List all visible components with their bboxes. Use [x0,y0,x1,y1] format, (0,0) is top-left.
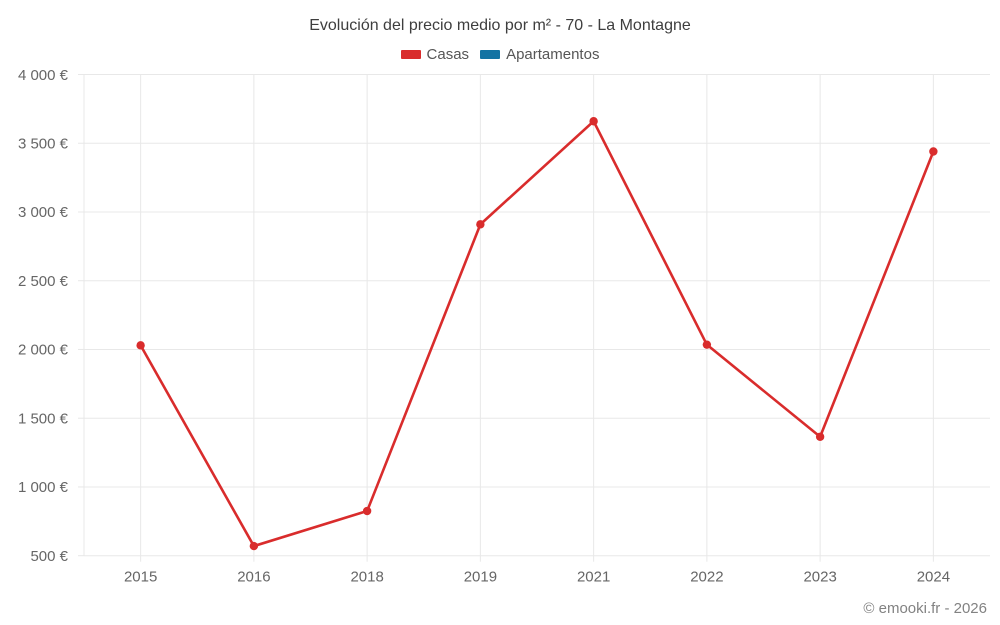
x-tick-label: 2021 [577,569,610,586]
data-point[interactable] [702,340,712,349]
x-tick-label: 2016 [237,569,270,586]
y-tick-label: 1 500 € [18,410,69,427]
data-point[interactable] [929,147,938,156]
x-tick-label: 2019 [464,569,497,586]
data-point[interactable] [362,506,372,516]
y-tick-label: 3 000 € [18,204,69,221]
y-tick-label: 500 € [30,548,68,565]
data-point[interactable] [476,220,485,229]
y-tick-label: 4 000 € [18,67,69,84]
data-point[interactable] [249,541,259,551]
legend-label-casas: Casas [426,46,470,63]
series-line-casas [139,119,935,548]
chart-title: Evolución del precio medio por m² - 70 -… [309,17,691,34]
footer-credit: © emooki.fr - 2026 [863,600,987,617]
legend-label-apartamentos: Apartamentos [506,46,600,63]
legend-item-apartamentos[interactable]: Apartamentos [480,46,599,63]
y-tick-label: 1 000 € [18,479,69,496]
legend: Casas Apartamentos [0,46,1000,63]
x-tick-label: 2022 [690,569,723,586]
apartamentos-swatch-icon [480,50,501,59]
x-tick-label: 2015 [124,569,157,586]
legend-item-casas[interactable]: Casas [400,46,470,63]
y-tick-label: 2 500 € [18,273,69,290]
data-point[interactable] [136,341,145,350]
casas-swatch-icon [400,50,421,59]
data-point[interactable] [815,432,825,441]
y-tick-label: 2 000 € [18,342,69,359]
x-tick-label: 2023 [803,569,836,586]
y-tick-label: 3 500 € [18,135,69,152]
x-tick-label: 2024 [917,569,950,586]
data-point[interactable] [589,117,598,126]
x-tick-label: 2018 [350,569,383,586]
